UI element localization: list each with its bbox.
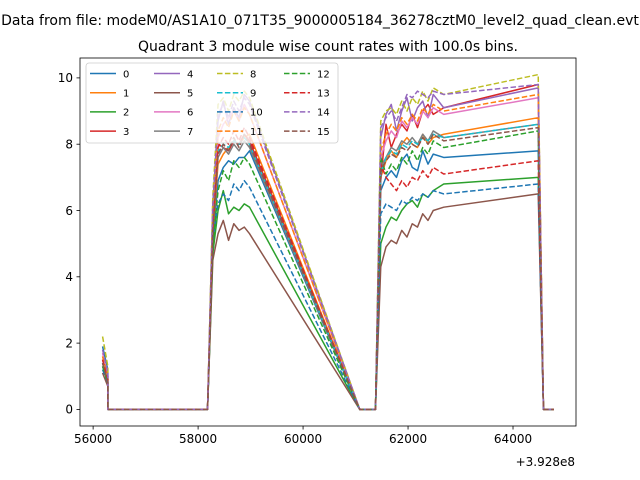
chart-title: Quadrant 3 module wise count rates with … (138, 39, 518, 55)
series-line-2 (101, 176, 554, 411)
legend-label-2: 2 (123, 108, 129, 119)
y-tick-label: 4 (65, 270, 73, 284)
series-line-15 (101, 126, 554, 411)
legend-label-12: 12 (317, 69, 330, 80)
legend-label-10: 10 (250, 108, 263, 119)
x-tick-label: 58000 (179, 432, 217, 446)
series-line-7 (101, 123, 554, 411)
series-line-1 (101, 116, 554, 411)
y-tick-label: 8 (65, 137, 73, 151)
x-axis-offset-label: +3.928e8 (516, 455, 575, 469)
plot-area (101, 73, 554, 411)
legend-label-6: 6 (187, 108, 193, 119)
legend-label-4: 4 (187, 69, 193, 80)
x-tick-label: 56000 (74, 432, 112, 446)
x-tick-label: 60000 (284, 432, 322, 446)
legend-label-15: 15 (317, 127, 330, 138)
legend-label-5: 5 (187, 89, 193, 100)
y-tick-label: 10 (58, 71, 73, 85)
x-tick-label: 64000 (494, 432, 532, 446)
legend-box (85, 62, 339, 144)
legend-label-1: 1 (123, 89, 129, 100)
series-line-9 (101, 123, 554, 411)
series-line-13 (101, 126, 554, 411)
legend-label-11: 11 (250, 127, 263, 138)
legend-label-13: 13 (317, 89, 330, 100)
series-line-6 (101, 97, 554, 411)
legend-label-14: 14 (317, 108, 330, 119)
legend-label-9: 9 (250, 89, 256, 100)
legend-label-7: 7 (187, 127, 193, 138)
legend-label-3: 3 (123, 127, 129, 138)
x-tick-label: 62000 (389, 432, 427, 446)
y-tick-label: 2 (65, 336, 73, 350)
y-tick-label: 6 (65, 204, 73, 218)
figure-suptitle: Data from file: modeM0/AS1A10_071T35_900… (1, 13, 639, 29)
series-line-5 (101, 193, 554, 411)
legend-label-0: 0 (123, 69, 129, 80)
legend-label-8: 8 (250, 69, 256, 80)
series-line-12 (101, 130, 554, 411)
series-line-10 (101, 179, 554, 411)
y-tick-label: 0 (65, 403, 73, 417)
axes-frame (79, 57, 577, 427)
